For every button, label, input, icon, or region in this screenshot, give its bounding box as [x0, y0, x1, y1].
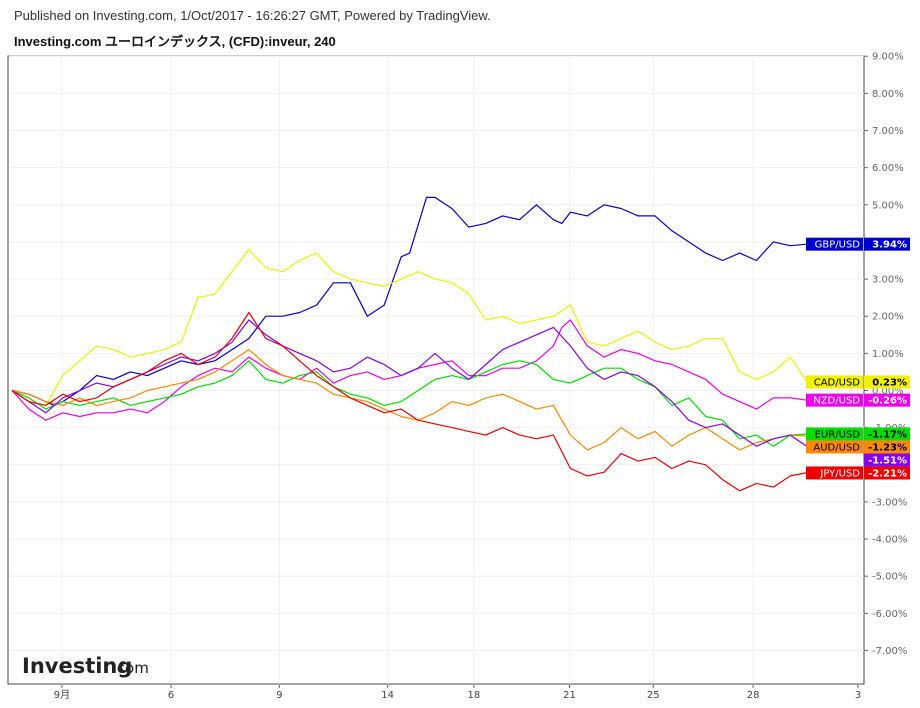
y-tick-label: -7.00%	[872, 646, 907, 657]
series-name-tag	[806, 466, 863, 480]
value-tag	[864, 393, 910, 407]
value-tag	[864, 453, 910, 467]
series-line-jpy-usd	[11, 311, 808, 492]
value-tag-label: -1.23%	[868, 442, 907, 453]
y-tick-label: 1.00%	[872, 349, 904, 360]
series-name-tag	[806, 393, 863, 407]
value-tag	[864, 375, 910, 389]
series-value-tags: 3.94% GBP/USD 0.23% CAD/USD -0.26% NZD/USD -1.…	[806, 237, 910, 480]
y-tick-label: 0.00%	[872, 386, 904, 397]
grid-lines	[9, 55, 864, 684]
x-tick-label: 6	[168, 690, 174, 701]
y-tick-label: 7.00%	[872, 126, 904, 137]
series-name-tag	[806, 427, 863, 441]
value-tag-label: -0.26%	[868, 396, 907, 407]
plot-area	[7, 55, 865, 685]
value-tag-label: 3.94%	[872, 240, 907, 251]
series-name-tag	[806, 440, 863, 454]
value-tag-label: -1.51%	[868, 455, 907, 466]
published-line: Published on Investing.com, 1/Oct/2017 -…	[14, 8, 491, 23]
series-name-label: GBP/USD	[815, 240, 861, 251]
y-tick-label: 8.00%	[872, 89, 904, 100]
y-axis-ticks: 9.00%8.00%7.00%6.00%5.00%4.00%3.00%2.00%…	[864, 52, 907, 657]
series-lines	[11, 196, 808, 492]
series-name-label: EUR/USD	[815, 429, 861, 440]
x-tick-label: 28	[747, 690, 760, 701]
x-tick-label: 3	[855, 690, 861, 701]
x-tick-label: 21	[563, 690, 576, 701]
x-tick-label: 9月	[54, 689, 70, 701]
value-tag	[864, 440, 910, 454]
x-tick-label: 25	[647, 690, 660, 701]
x-axis-ticks: 9月 6 9 14 18 21 25 28 3	[54, 684, 861, 701]
y-tick-label: 3.00%	[872, 275, 904, 286]
series-line-cad-usd	[11, 248, 808, 406]
x-tick-label: 18	[468, 690, 481, 701]
series-name-label: NZD/USD	[813, 396, 860, 407]
y-tick-label: 5.00%	[872, 200, 904, 211]
value-tag-label: -1.17%	[868, 429, 907, 440]
y-tick-label: 2.00%	[872, 312, 904, 323]
series-name-label: CAD/USD	[814, 377, 861, 388]
value-tag-label: -2.21%	[868, 468, 907, 479]
chart-title: Investing.com ユーロインデックス, (CFD):inveur, 2…	[14, 34, 336, 49]
y-tick-label: -3.00%	[872, 497, 907, 508]
value-tag	[864, 237, 910, 251]
series-name-label: AUD/USD	[813, 442, 860, 453]
x-tick-label: 14	[381, 690, 394, 701]
series-name-tag	[806, 375, 863, 389]
x-tick-label: 9	[276, 690, 282, 701]
series-line-aud-usd	[11, 349, 808, 451]
y-tick-label: 6.00%	[872, 163, 904, 174]
investing-logo: Investing .com	[22, 654, 149, 678]
y-tick-label: 9.00%	[872, 52, 904, 63]
value-tag-label: 0.23%	[872, 377, 907, 388]
value-tag	[864, 466, 910, 480]
series-name-label: JPY/USD	[819, 468, 860, 479]
y-tick-label: -5.00%	[872, 572, 907, 583]
series-name-tag	[806, 237, 863, 251]
series-line-gbp-usd	[11, 196, 808, 406]
logo-main: Investing	[22, 654, 132, 678]
logo-suffix: .com	[112, 659, 149, 677]
value-tag	[864, 427, 910, 441]
y-tick-label: -6.00%	[872, 609, 907, 620]
y-tick-label: -4.00%	[872, 535, 907, 546]
